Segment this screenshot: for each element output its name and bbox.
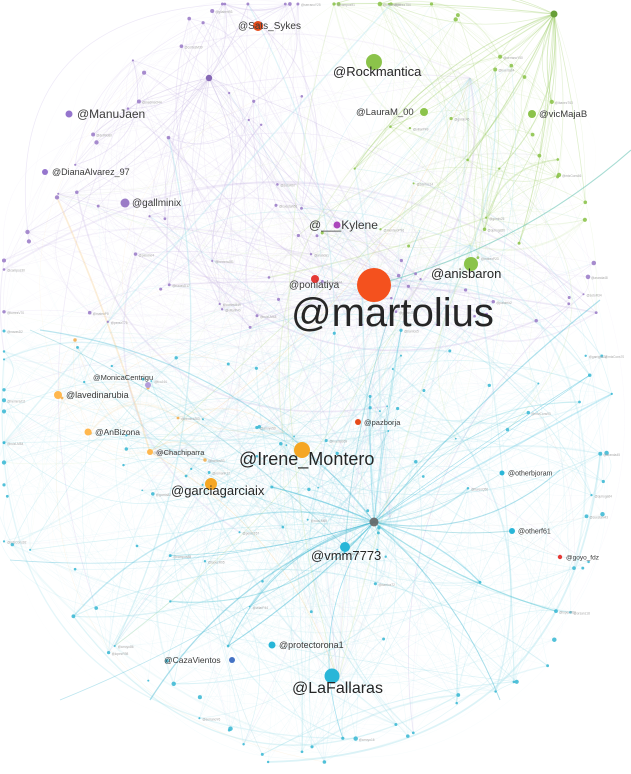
svg-text:@aranda45: @aranda45 [603, 453, 620, 457]
svg-text:@aranda48: @aranda48 [591, 276, 608, 280]
svg-text:@floresQ56: @floresQ56 [471, 487, 488, 491]
svg-text:@Chachiparra: @Chachiparra [156, 448, 205, 457]
svg-text:@lopezR98: @lopezR98 [112, 652, 129, 656]
svg-text:@mtzCons70: @mtzCons70 [605, 355, 625, 359]
svg-text:@villarP44: @villarP44 [253, 606, 269, 610]
svg-text:@anisbaron: @anisbaron [431, 266, 501, 281]
svg-text:@campos88: @campos88 [173, 555, 191, 559]
svg-text:@palomo2: @palomo2 [496, 301, 512, 305]
svg-text:@serranoY6: @serranoY6 [202, 717, 220, 721]
svg-text:@ibanezT63: @ibanezT63 [555, 101, 573, 105]
svg-text:@quiroga64: @quiroga64 [595, 494, 613, 498]
svg-text:@LauraM_00: @LauraM_00 [356, 107, 414, 118]
svg-text:@torresV70: @torresV70 [7, 311, 24, 315]
svg-text:@___Kylene: @___Kylene [309, 218, 378, 232]
svg-text:@mtzCons92: @mtzCons92 [7, 541, 27, 545]
svg-text:@mtzCons93: @mtzCons93 [531, 412, 551, 416]
svg-text:@cortesM39: @cortesM39 [184, 45, 202, 49]
svg-text:@campos91: @campos91 [337, 3, 355, 7]
svg-text:@sotoR67: @sotoR67 [280, 184, 295, 188]
svg-text:@huertaS4: @huertaS4 [498, 69, 514, 73]
svg-text:@gilabert93: @gilabert93 [215, 10, 232, 14]
svg-text:@mateoP5: @mateoP5 [93, 312, 109, 316]
svg-text:@otherf61: @otherf61 [518, 529, 551, 536]
svg-text:@gallminix: @gallminix [132, 198, 181, 209]
svg-text:@vmm7773: @vmm7773 [311, 548, 381, 563]
svg-text:@romanK12: @romanK12 [212, 472, 230, 476]
svg-text:@pazborja: @pazborja [364, 418, 401, 427]
svg-text:@ruizLM84: @ruizLM84 [7, 442, 24, 446]
svg-text:@perezT67: @perezT67 [243, 531, 260, 535]
svg-text:@poniatiya: @poniatiya [289, 280, 340, 291]
svg-text:@serranoY50: @serranoY50 [503, 56, 523, 60]
svg-text:@huertaS69: @huertaS69 [329, 440, 347, 444]
svg-text:@LaFallaras: @LaFallaras [292, 680, 383, 697]
svg-text:@gomis82: @gomis82 [156, 493, 172, 497]
svg-text:@ruizLM48: @ruizLM48 [260, 315, 277, 319]
svg-text:@barrios14: @barrios14 [417, 183, 434, 187]
svg-text:@gomis25: @gomis25 [489, 217, 505, 221]
svg-text:@CazaVientos: @CazaVientos [164, 655, 221, 665]
svg-text:@ManuJaen: @ManuJaen [77, 107, 145, 121]
svg-text:@medinaO44: @medinaO44 [142, 101, 162, 105]
svg-text:@martolius: @martolius [291, 291, 494, 335]
svg-text:@vicMajaB: @vicMajaB [539, 109, 587, 120]
svg-text:@sotoR34: @sotoR34 [587, 294, 602, 298]
svg-text:@cortesM49: @cortesM49 [223, 303, 241, 307]
svg-text:@villarP40: @villarP40 [225, 309, 241, 313]
svg-text:@villarP49: @villarP49 [413, 127, 429, 131]
svg-text:@arroyo16: @arroyo16 [359, 738, 375, 742]
svg-text:@ruizLM69: @ruizLM69 [311, 519, 328, 523]
svg-text:@goyo_fdz: @goyo_fdz [566, 555, 599, 562]
svg-text:@orsanz18: @orsanz18 [574, 612, 591, 616]
svg-text:@herreraJ63: @herreraJ63 [181, 417, 200, 421]
svg-text:@cuestaN43: @cuestaN43 [590, 516, 609, 520]
svg-text:@Rockmantica: @Rockmantica [333, 64, 422, 79]
svg-text:@lopezR95: @lopezR95 [208, 560, 225, 564]
svg-text:@DianaAlvarez_97: @DianaAlvarez_97 [52, 167, 130, 177]
svg-text:@quiroga50: @quiroga50 [488, 228, 506, 232]
svg-text:@arroyo86: @arroyo86 [118, 645, 134, 649]
svg-text:@Sats_Sykes: @Sats_Sykes [238, 21, 301, 32]
svg-text:@herreraJ81: @herreraJ81 [215, 260, 234, 264]
svg-text:@mateoP23: @mateoP23 [481, 257, 499, 261]
svg-text:@serranoY25: @serranoY25 [301, 3, 321, 7]
svg-text:@navasD17: @navasD17 [172, 284, 190, 288]
svg-text:@palomo4: @palomo4 [139, 253, 155, 257]
svg-text:@campos30: @campos30 [7, 269, 25, 273]
svg-text:@perezT76: @perezT76 [111, 321, 128, 325]
svg-text:@barrios72: @barrios72 [378, 583, 395, 587]
svg-text:@monteroP96: @monteroP96 [384, 229, 405, 233]
svg-text:@AnBizona: @AnBizona [95, 427, 140, 437]
svg-text:@otherbjoram: @otherbjoram [508, 471, 553, 478]
svg-text:@fcoJ44: @fcoJ44 [154, 380, 167, 384]
svg-text:@aranda1: @aranda1 [314, 253, 329, 257]
svg-text:@arroyo50: @arroyo50 [260, 427, 276, 431]
svg-text:@garciagarciaix: @garciagarciaix [171, 483, 265, 498]
svg-text:@Irene_Montero: @Irene_Montero [239, 449, 374, 470]
svg-text:@cuestaN51: @cuestaN51 [279, 205, 298, 209]
svg-text:@navasD2: @navasD2 [7, 330, 23, 334]
svg-text:@herreraJ11: @herreraJ11 [7, 400, 26, 404]
svg-text:@MonicaCentrigu: @MonicaCentrigu [93, 373, 153, 382]
svg-text:@delRio80: @delRio80 [96, 134, 112, 138]
svg-text:@lavedinarubia: @lavedinarubia [66, 390, 129, 400]
svg-text:@cortesM95: @cortesM95 [383, 3, 401, 7]
svg-text:@mtzCons66: @mtzCons66 [562, 174, 582, 178]
svg-text:@gomis45: @gomis45 [454, 118, 470, 122]
svg-text:@protectorona1: @protectorona1 [279, 640, 344, 650]
svg-text:@barrios93: @barrios93 [208, 459, 225, 463]
